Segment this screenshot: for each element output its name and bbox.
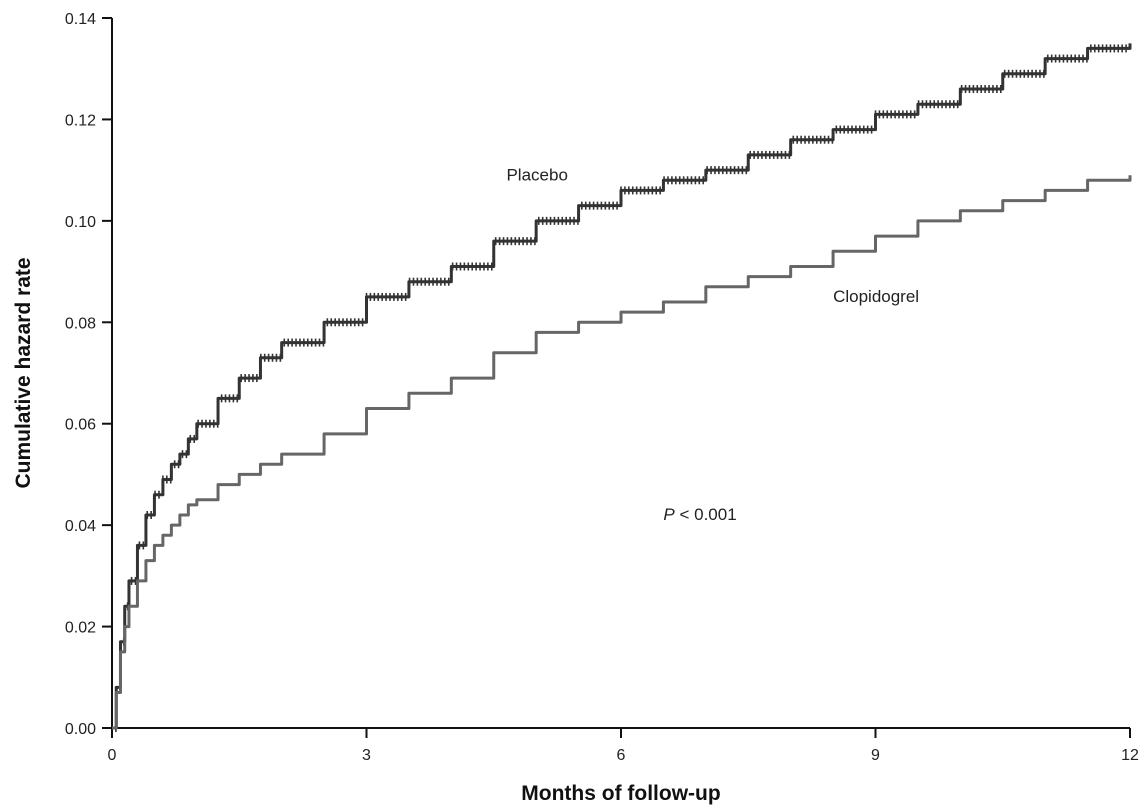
x-tick-label: 9 xyxy=(871,747,880,764)
x-tick-label: 12 xyxy=(1121,747,1139,764)
clopidogrel-line xyxy=(112,175,1132,730)
placebo-censor-marks xyxy=(115,44,1127,732)
y-tick-label: 0.08 xyxy=(65,315,96,332)
y-tick-label: 0.04 xyxy=(65,518,96,535)
x-tick-label: 3 xyxy=(362,747,371,764)
annotations: Placebo Clopidogrel P < 0.001 xyxy=(506,165,919,524)
y-tick-label: 0.14 xyxy=(65,11,96,28)
x-ticks: 0 3 6 9 12 xyxy=(108,728,1139,764)
x-tick-label: 6 xyxy=(617,747,626,764)
p-value-label: P < 0.001 xyxy=(663,505,736,524)
y-tick-label: 0.00 xyxy=(65,721,96,738)
p-value-rest: < 0.001 xyxy=(675,505,737,524)
axes xyxy=(111,18,1130,729)
clopidogrel-label: Clopidogrel xyxy=(833,287,919,306)
y-tick-label: 0.06 xyxy=(65,417,96,434)
y-tick-label: 0.10 xyxy=(65,214,96,231)
series-layer xyxy=(112,43,1132,732)
y-tick-label: 0.12 xyxy=(65,112,96,129)
y-axis-title: Cumulative hazard rate xyxy=(12,257,35,488)
y-tick-label: 0.02 xyxy=(65,620,96,637)
x-tick-label: 0 xyxy=(108,747,117,764)
x-axis-title: Months of follow-up xyxy=(521,782,720,805)
placebo-line xyxy=(112,43,1132,730)
p-value-italic-p: P xyxy=(663,505,675,524)
y-ticks: 0.00 0.02 0.04 0.06 0.08 0.10 0.12 0.14 xyxy=(65,11,112,738)
placebo-label: Placebo xyxy=(506,165,567,184)
